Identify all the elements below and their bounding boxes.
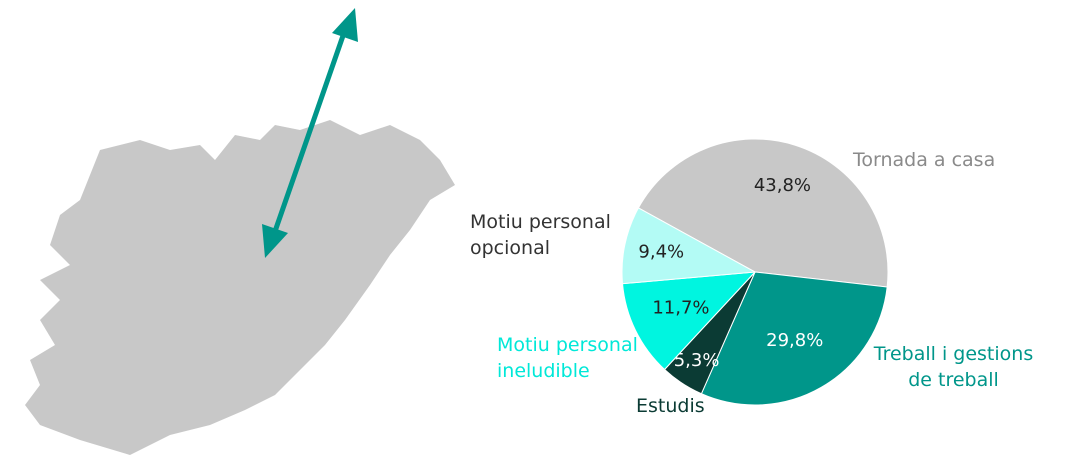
pie-slice <box>700 271 888 406</box>
pie-slice <box>637 138 889 288</box>
arrow <box>262 8 358 258</box>
value-label: 11,7% <box>652 297 709 318</box>
category-label: Treball i gestions de treball <box>873 343 1034 391</box>
pie-slice <box>621 271 757 371</box>
pie-slice <box>621 207 757 285</box>
category-label: Tornada a casa <box>853 149 996 171</box>
value-label: 43,8% <box>754 175 811 196</box>
value-label: 5,3% <box>674 350 720 371</box>
value-label: 29,8% <box>766 330 823 351</box>
category-label: Motiu personal opcional <box>470 211 611 259</box>
category-label: Estudis <box>636 395 705 417</box>
category-label: Motiu personal ineludible <box>497 334 638 382</box>
value-label: 9,4% <box>638 241 684 262</box>
map <box>25 120 455 455</box>
